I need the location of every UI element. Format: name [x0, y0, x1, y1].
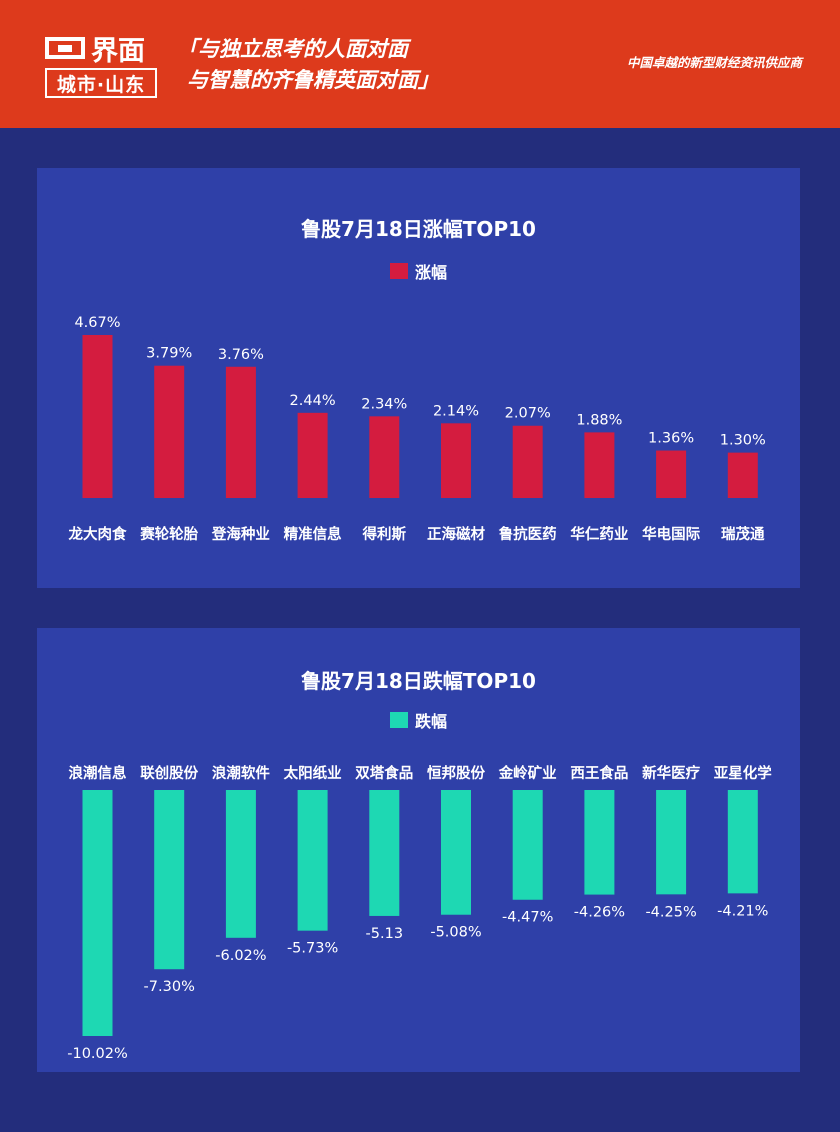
gain-bar — [512, 425, 543, 498]
gain-bar — [225, 366, 256, 498]
gain-category-label: 正海磁材 — [427, 525, 485, 543]
loss-bar-value-label: -4.25% — [645, 904, 696, 920]
gain-bar-chart: 4.67% 龙大肉食 3.79% 赛轮轮胎 3.76% 登海种业 2.44% 精准信息 2.34… — [68, 315, 766, 543]
loss-chart-title: 鲁股7月18日跌幅TOP10 — [301, 669, 536, 693]
loss-category-label: 亚星化学 — [714, 764, 772, 782]
loss-bar-value-label: -5.13 — [366, 926, 404, 942]
loss-bar — [584, 790, 615, 895]
loss-bar-value-label: -5.73% — [287, 941, 338, 957]
gain-bar-value-label: 1.36% — [648, 431, 694, 447]
gain-chart-title: 鲁股7月18日涨幅TOP10 — [301, 217, 536, 241]
gain-category-label: 精准信息 — [284, 525, 342, 543]
gain-bar-value-label: 2.34% — [361, 396, 407, 412]
gain-category-label: 华电国际 — [642, 525, 700, 543]
loss-bar — [297, 790, 328, 931]
slogan-line-2: 与智慧的齐鲁精英面对面」 — [187, 68, 439, 92]
gain-category-label: 赛轮轮胎 — [139, 525, 198, 543]
loss-legend-label: 跌幅 — [414, 712, 447, 731]
slogan-line-1: 「与独立思考的人面对面 — [177, 37, 408, 61]
gain-bar-value-label: 1.88% — [576, 412, 622, 428]
logo-main-text: 界面 — [91, 35, 145, 67]
loss-category-label: 西王食品 — [570, 764, 628, 782]
gain-bar — [297, 412, 328, 498]
gain-category-label: 华仁药业 — [570, 525, 628, 543]
loss-chart-panel: 鲁股7月18日跌幅TOP10 跌幅 浪潮信息 -10.02% 联创股份 -7.30% 浪… — [37, 628, 800, 1072]
loss-bar — [154, 790, 185, 970]
loss-category-label: 恒邦股份 — [427, 764, 485, 782]
gain-category-label: 登海种业 — [211, 525, 270, 543]
loss-bar — [656, 790, 687, 895]
gain-bar — [441, 423, 471, 498]
logo-sub-text: 城市·山东 — [45, 68, 157, 98]
jiemian-logo: 界面 城市·山东 — [45, 30, 157, 100]
loss-category-label: 太阳纸业 — [284, 764, 342, 782]
loss-bar-value-label: -4.21% — [717, 903, 768, 919]
loss-category-label: 浪潮软件 — [212, 764, 270, 782]
loss-category-label: 浪潮信息 — [69, 764, 127, 782]
loss-legend-swatch — [389, 712, 408, 728]
loss-bar-chart: 浪潮信息 -10.02% 联创股份 -7.30% 浪潮软件 -6.02% 太阳纸业 -5.73… — [67, 764, 772, 1062]
gain-bar-value-label: 1.30% — [720, 433, 766, 449]
tagline: 中国卓越的新型财经资讯供应商 — [626, 55, 802, 70]
loss-bar-value-label: -4.26% — [574, 905, 625, 921]
gain-bar-value-label: 3.76% — [218, 347, 264, 363]
loss-chart-legend: 跌幅 — [37, 708, 800, 732]
gain-bar — [656, 450, 687, 498]
gain-legend-label: 涨幅 — [414, 263, 447, 282]
loss-bar — [441, 790, 471, 915]
gain-bar-value-label: 3.79% — [146, 346, 192, 362]
loss-bar-value-label: -4.47% — [502, 910, 553, 926]
gain-bar — [584, 432, 615, 498]
loss-bar — [727, 790, 758, 894]
loss-category-label: 金岭矿业 — [498, 764, 557, 782]
gain-category-label: 龙大肉食 — [68, 525, 127, 543]
loss-category-label: 新华医疗 — [642, 764, 700, 782]
loss-bar — [225, 790, 256, 938]
gain-bar — [727, 452, 758, 498]
gain-legend-swatch — [389, 263, 408, 279]
gain-chart-panel: 鲁股7月18日涨幅TOP10 涨幅 4.67% 龙大肉食 3.79% 赛轮轮胎 3.76… — [37, 168, 800, 588]
gain-bar-value-label: 2.07% — [505, 406, 551, 422]
gain-category-label: 鲁抗医药 — [499, 525, 557, 543]
loss-bar — [369, 790, 400, 916]
loss-bar-value-label: -6.02% — [215, 948, 266, 964]
loss-category-label: 联创股份 — [140, 764, 198, 782]
loss-bar — [512, 790, 543, 900]
gain-bar-value-label: 4.67% — [74, 315, 120, 331]
gain-chart-legend: 涨幅 — [37, 259, 800, 283]
loss-bar-value-label: -10.02% — [67, 1046, 128, 1062]
gain-bar — [154, 365, 185, 498]
loss-category-label: 双塔食品 — [355, 764, 413, 782]
gain-bar — [369, 416, 400, 498]
gain-bar — [82, 335, 113, 498]
gain-bar-value-label: 2.44% — [290, 393, 336, 409]
loss-bar-value-label: -5.08% — [430, 925, 481, 941]
loss-bar — [82, 790, 113, 1036]
header-banner: 界面 城市·山东 「与独立思考的人面对面 与智慧的齐鲁精英面对面」 中国卓越的新… — [0, 0, 840, 128]
slogan: 「与独立思考的人面对面 与智慧的齐鲁精英面对面」 — [177, 34, 439, 96]
gain-bar-value-label: 2.14% — [433, 403, 479, 419]
loss-bar-value-label: -7.30% — [144, 979, 195, 995]
gain-category-label: 得利斯 — [362, 525, 407, 543]
jiemian-logo-icon — [45, 37, 85, 59]
gain-category-label: 瑞茂通 — [721, 525, 765, 543]
